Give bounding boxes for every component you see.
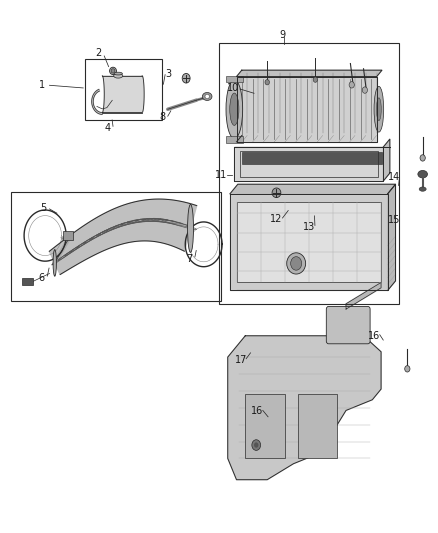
- Bar: [85, 59, 162, 120]
- Polygon shape: [388, 184, 396, 290]
- Text: 5: 5: [40, 203, 46, 213]
- Ellipse shape: [420, 155, 425, 161]
- Text: 16: 16: [368, 331, 381, 341]
- Bar: [298, 393, 337, 458]
- Polygon shape: [383, 139, 390, 181]
- Text: 7: 7: [186, 254, 192, 263]
- Text: 8: 8: [159, 112, 165, 122]
- Ellipse shape: [313, 77, 318, 82]
- Text: 11: 11: [215, 170, 227, 180]
- Ellipse shape: [202, 92, 212, 100]
- Ellipse shape: [374, 86, 384, 132]
- Ellipse shape: [252, 440, 261, 450]
- Ellipse shape: [287, 253, 306, 274]
- Text: 4: 4: [104, 123, 110, 133]
- Polygon shape: [230, 184, 396, 194]
- Ellipse shape: [53, 249, 57, 276]
- Text: 12: 12: [270, 214, 282, 223]
- Bar: [245, 393, 285, 458]
- Polygon shape: [237, 70, 382, 77]
- Text: 9: 9: [279, 30, 286, 39]
- Polygon shape: [49, 199, 197, 274]
- Ellipse shape: [265, 79, 269, 85]
- Bar: [240, 151, 378, 177]
- Polygon shape: [92, 90, 102, 115]
- FancyBboxPatch shape: [326, 306, 370, 344]
- Bar: [63, 231, 73, 240]
- Ellipse shape: [114, 74, 123, 78]
- Ellipse shape: [182, 74, 190, 83]
- Bar: [22, 278, 33, 285]
- Bar: [226, 136, 243, 143]
- Ellipse shape: [111, 69, 115, 73]
- Ellipse shape: [349, 82, 354, 88]
- Bar: [242, 152, 382, 164]
- Bar: [11, 192, 221, 301]
- Text: 1: 1: [39, 80, 45, 90]
- Text: 10: 10: [227, 83, 239, 93]
- Polygon shape: [102, 76, 144, 112]
- Ellipse shape: [205, 94, 209, 99]
- Ellipse shape: [110, 67, 117, 75]
- Ellipse shape: [226, 80, 243, 139]
- Ellipse shape: [114, 72, 122, 75]
- Bar: [226, 76, 243, 82]
- Ellipse shape: [272, 188, 281, 198]
- Text: 14: 14: [388, 172, 400, 182]
- Text: 17: 17: [235, 355, 247, 365]
- Text: 16: 16: [251, 407, 263, 416]
- Text: 13: 13: [303, 222, 315, 231]
- Ellipse shape: [187, 205, 194, 253]
- Polygon shape: [346, 282, 381, 309]
- Polygon shape: [228, 336, 381, 480]
- Text: 6: 6: [39, 273, 45, 283]
- Polygon shape: [234, 147, 383, 181]
- Text: 15: 15: [388, 215, 400, 225]
- Text: 3: 3: [166, 69, 172, 78]
- Bar: [219, 43, 399, 304]
- Bar: [237, 202, 381, 282]
- Polygon shape: [237, 77, 377, 142]
- Ellipse shape: [418, 171, 427, 178]
- Ellipse shape: [291, 257, 302, 270]
- Ellipse shape: [419, 187, 426, 191]
- Ellipse shape: [362, 87, 367, 93]
- Ellipse shape: [254, 442, 258, 448]
- Text: 2: 2: [95, 49, 102, 58]
- Ellipse shape: [405, 366, 410, 372]
- Ellipse shape: [230, 93, 239, 125]
- Polygon shape: [230, 194, 388, 290]
- Ellipse shape: [376, 98, 381, 120]
